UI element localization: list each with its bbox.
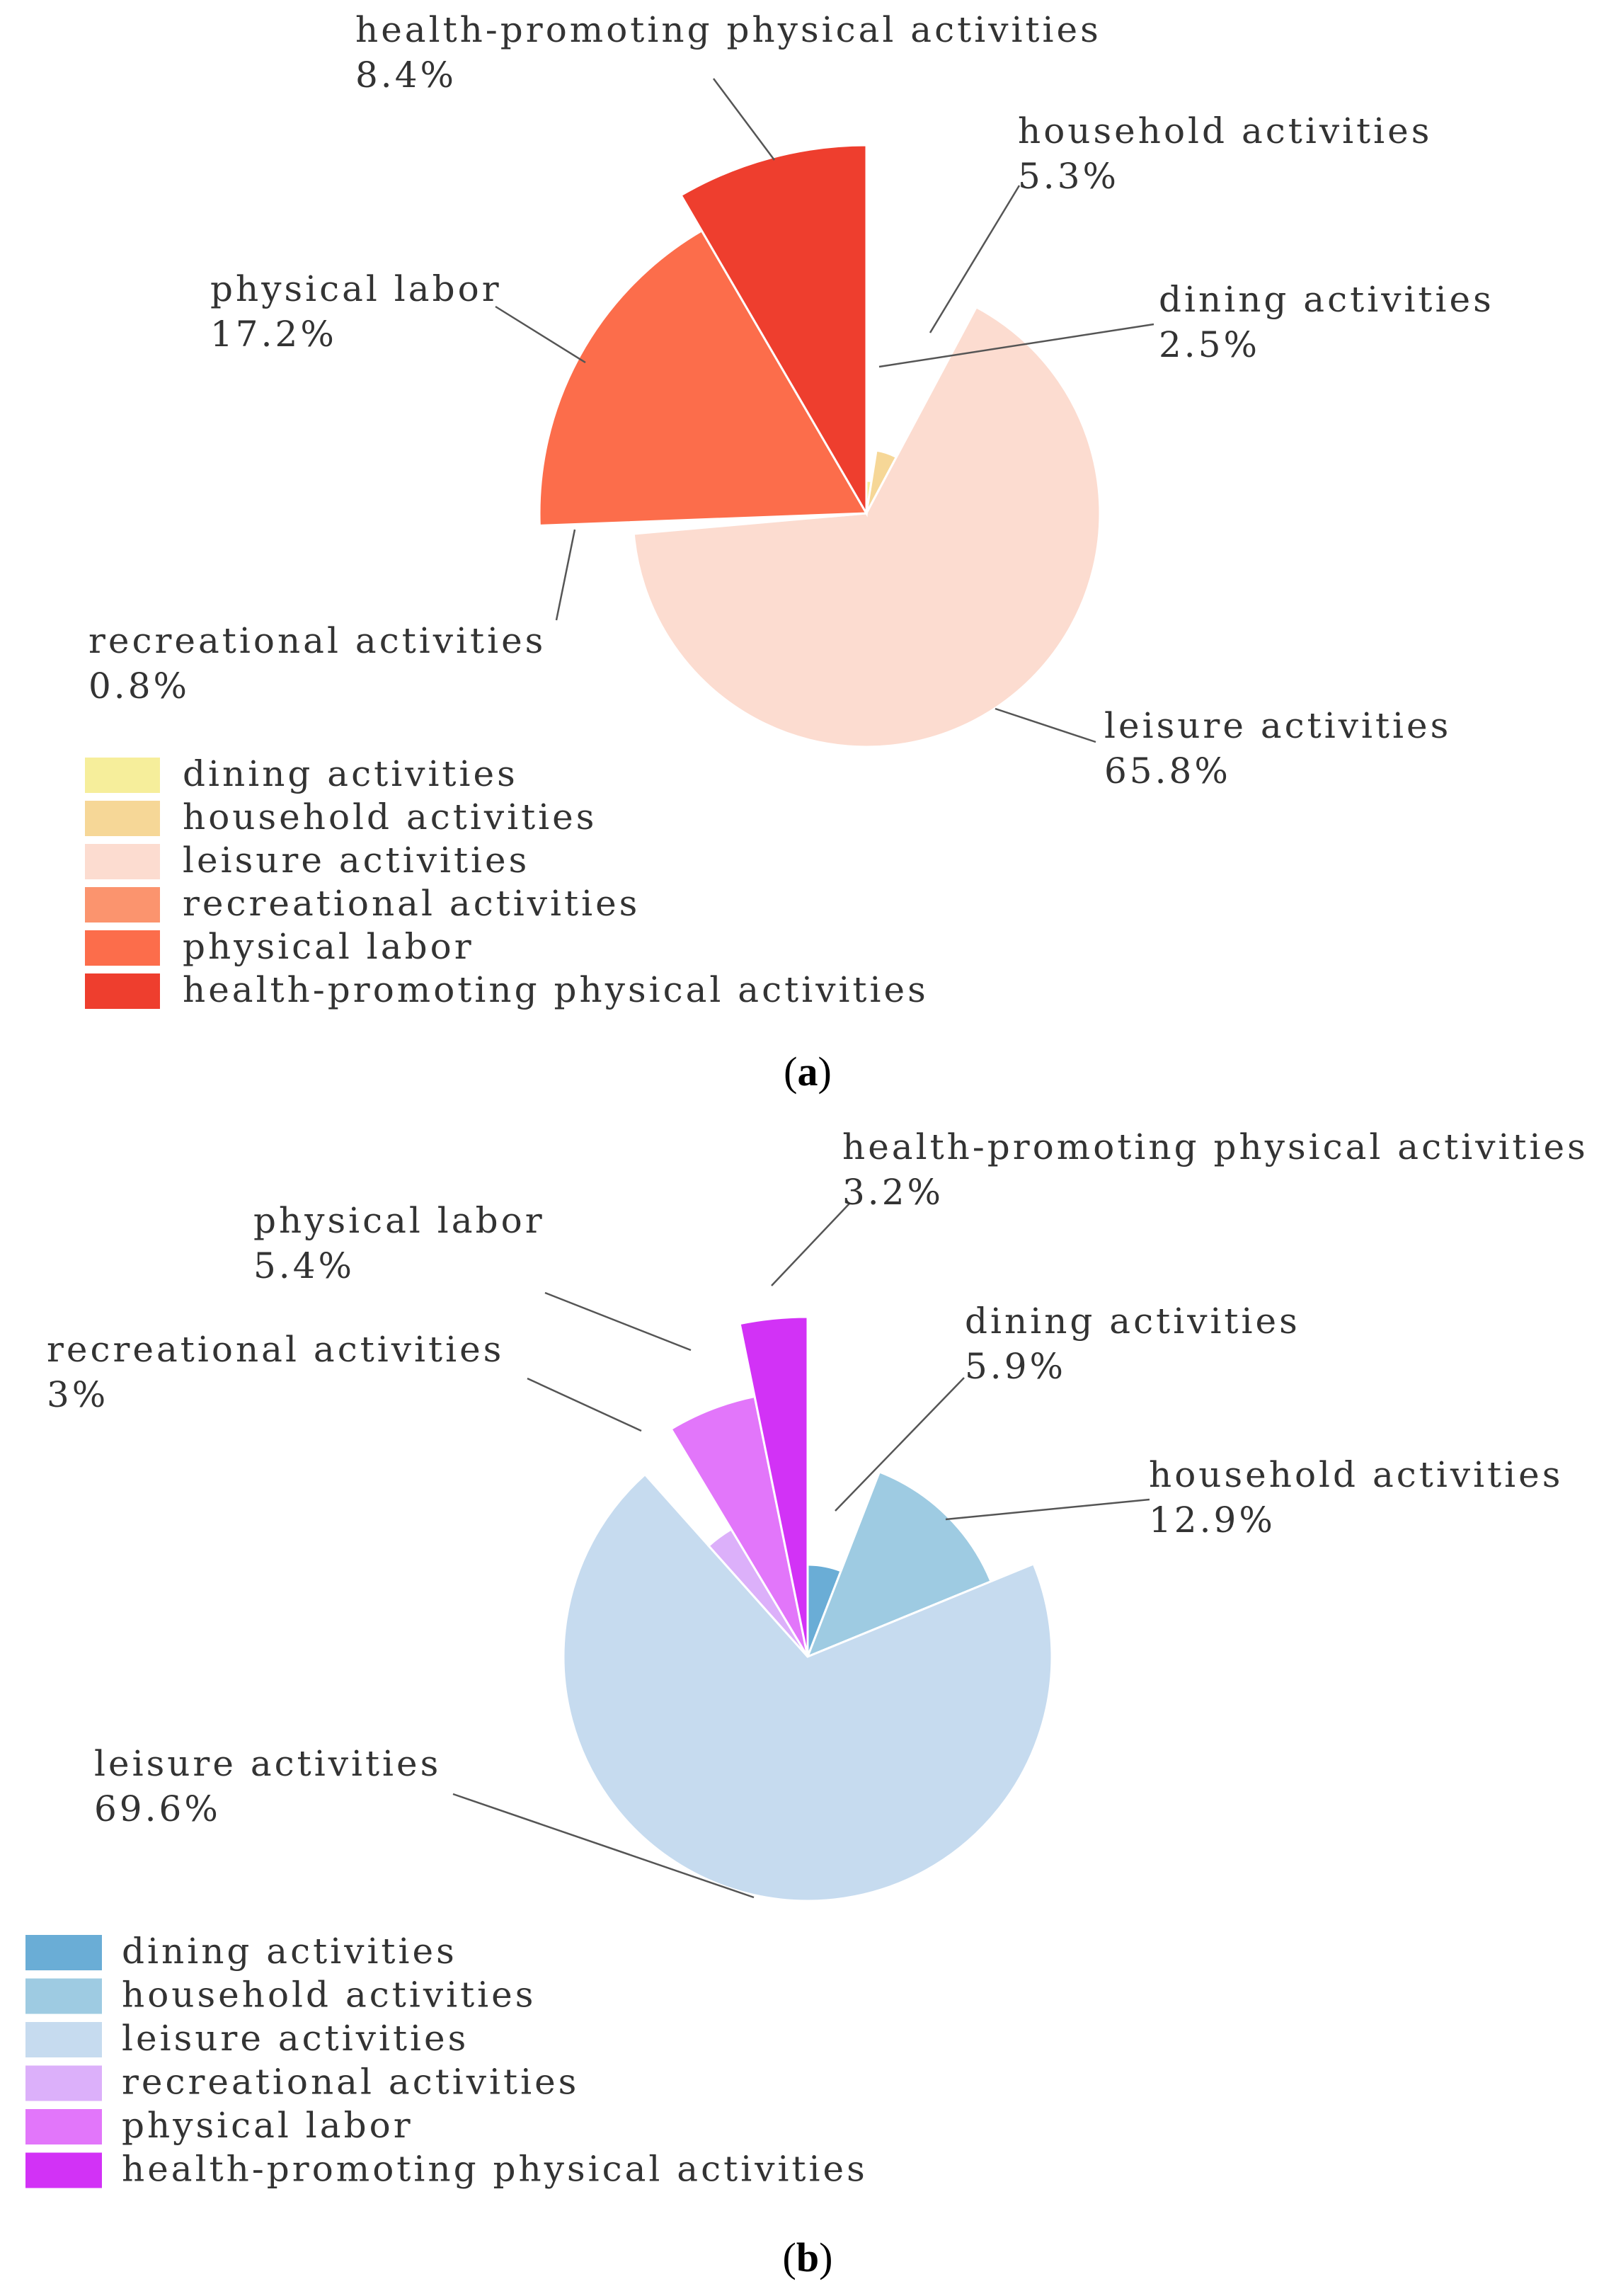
legend-label-household-activities: household activities bbox=[183, 796, 597, 838]
data-label-value-physical-labor: 17.2% bbox=[210, 314, 337, 355]
leader-line-physical-labor bbox=[544, 1291, 692, 1352]
legend-swatch-dining-activities bbox=[25, 1935, 102, 1970]
legend-swatch-health-promoting-physical-activities bbox=[85, 973, 160, 1009]
data-label-value-health-promoting-physical-activities: 3.2% bbox=[842, 1172, 944, 1213]
leader-line-health-promoting-physical-activities bbox=[712, 78, 776, 161]
data-label-category-health-promoting-physical-activities: health-promoting physical activities bbox=[355, 9, 1101, 50]
data-label-category-health-promoting-physical-activities: health-promoting physical activities bbox=[842, 1126, 1588, 1167]
legend-swatch-recreational-activities bbox=[25, 2065, 102, 2101]
legend-label-physical-labor: physical labor bbox=[122, 2105, 413, 2146]
leader-line-recreational-activities bbox=[555, 529, 576, 621]
data-label-category-leisure-activities: leisure activities bbox=[94, 1743, 441, 1784]
data-label-category-recreational-activities: recreational activities bbox=[47, 1329, 504, 1370]
panel-caption-letter: a bbox=[798, 1049, 818, 1095]
data-label-category-recreational-activities: recreational activities bbox=[88, 620, 546, 661]
leader-line-physical-labor bbox=[495, 305, 586, 364]
leader-line-dining-activities bbox=[878, 323, 1154, 368]
legend-swatch-household-activities bbox=[85, 801, 160, 836]
data-label-value-recreational-activities: 3% bbox=[47, 1374, 108, 1415]
data-label-value-leisure-activities: 69.6% bbox=[94, 1788, 221, 1829]
leader-line-health-promoting-physical-activities bbox=[771, 1203, 850, 1286]
panel-caption: (a) bbox=[784, 1049, 832, 1095]
leader-line-leisure-activities bbox=[995, 707, 1096, 743]
legend-label-recreational-activities: recreational activities bbox=[122, 2062, 579, 2103]
leader-line-recreational-activities bbox=[527, 1377, 642, 1432]
legend-swatch-household-activities bbox=[25, 1978, 102, 2014]
slice-physical-labor bbox=[538, 229, 869, 527]
legend-label-health-promoting-physical-activities: health-promoting physical activities bbox=[183, 969, 929, 1010]
legend-swatch-leisure-activities bbox=[85, 844, 160, 879]
legend-label-dining-activities: dining activities bbox=[183, 753, 518, 794]
legend-swatch-leisure-activities bbox=[25, 2022, 102, 2057]
data-label-value-dining-activities: 2.5% bbox=[1159, 324, 1260, 365]
legend-swatch-health-promoting-physical-activities bbox=[25, 2152, 102, 2188]
legend-swatch-physical-labor bbox=[85, 930, 160, 966]
data-label-category-dining-activities: dining activities bbox=[965, 1301, 1300, 1342]
data-label-value-dining-activities: 5.9% bbox=[965, 1346, 1066, 1387]
leader-line-dining-activities bbox=[835, 1377, 965, 1512]
legend-label-leisure-activities: leisure activities bbox=[183, 840, 529, 881]
legend-swatch-dining-activities bbox=[85, 758, 160, 793]
legend-swatch-physical-labor bbox=[25, 2109, 102, 2144]
data-label-category-dining-activities: dining activities bbox=[1159, 279, 1494, 320]
slice-leisure-activities bbox=[632, 305, 1101, 748]
legend-label-leisure-activities: leisure activities bbox=[122, 2018, 469, 2059]
data-label-value-leisure-activities: 65.8% bbox=[1104, 750, 1231, 792]
leader-line-household-activities bbox=[929, 185, 1021, 333]
leader-line-leisure-activities bbox=[452, 1793, 755, 1899]
data-label-value-physical-labor: 5.4% bbox=[253, 1245, 355, 1286]
legend-swatch-recreational-activities bbox=[85, 887, 160, 923]
legend-label-health-promoting-physical-activities: health-promoting physical activities bbox=[122, 2149, 868, 2190]
data-label-category-physical-labor: physical labor bbox=[210, 268, 502, 309]
data-label-value-household-activities: 12.9% bbox=[1149, 1500, 1276, 1541]
legend-label-physical-labor: physical labor bbox=[183, 926, 474, 967]
data-label-value-recreational-activities: 0.8% bbox=[88, 666, 190, 707]
data-label-value-household-activities: 5.3% bbox=[1018, 156, 1119, 197]
panel-caption-letter: b bbox=[796, 2234, 819, 2280]
legend-label-household-activities: household activities bbox=[122, 1975, 536, 2016]
legend-label-dining-activities: dining activities bbox=[122, 1931, 457, 1972]
data-label-category-physical-labor: physical labor bbox=[253, 1200, 545, 1241]
slice-leisure-activities bbox=[562, 1473, 1053, 1902]
data-label-value-health-promoting-physical-activities: 8.4% bbox=[355, 55, 457, 96]
slice-household-activities bbox=[806, 1470, 992, 1659]
legend-label-recreational-activities: recreational activities bbox=[183, 883, 640, 924]
slice-health-promoting-physical-activities bbox=[738, 1315, 809, 1657]
slice-health-promoting-physical-activities bbox=[680, 144, 868, 518]
leader-line-household-activities bbox=[945, 1498, 1150, 1521]
data-label-category-household-activities: household activities bbox=[1018, 110, 1432, 152]
data-label-category-leisure-activities: leisure activities bbox=[1104, 705, 1451, 746]
panel-caption: (b) bbox=[783, 2234, 833, 2280]
data-label-category-household-activities: household activities bbox=[1149, 1454, 1563, 1495]
